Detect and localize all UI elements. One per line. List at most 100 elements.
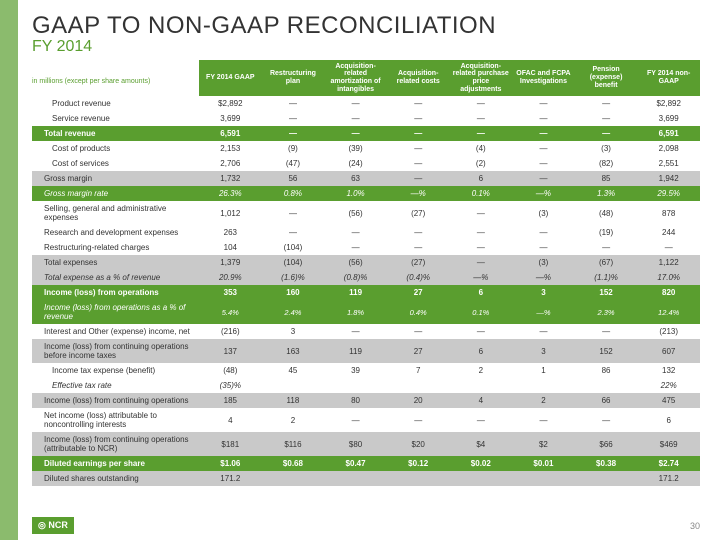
cell: — [324,111,387,126]
cell: 2 [512,393,575,408]
cell: 63 [324,171,387,186]
cell: (1.1)% [575,270,638,285]
cell: 1,012 [199,201,262,225]
row-label: Net income (loss) attributable to noncon… [32,408,199,432]
cell: — [262,201,325,225]
cell: — [575,96,638,111]
cell: (2) [450,156,513,171]
cell: 2.3% [575,300,638,324]
cell: — [387,171,450,186]
cell: (27) [387,255,450,270]
cell: (56) [324,255,387,270]
cell: — [637,240,700,255]
cell: 1,122 [637,255,700,270]
row-label: Restructuring-related charges [32,240,199,255]
row-label: Research and development expenses [32,225,199,240]
cell: (19) [575,225,638,240]
table-row: Income (loss) from operations35316011927… [32,285,700,300]
cell: 6 [637,408,700,432]
cell: 1.0% [324,186,387,201]
cell: $2.74 [637,456,700,471]
cell: 2,706 [199,156,262,171]
left-accent-bar [0,0,18,540]
cell: (67) [575,255,638,270]
cell: 3 [262,324,325,339]
cell: 163 [262,339,325,363]
cell [387,378,450,393]
cell: 119 [324,285,387,300]
cell: $116 [262,432,325,456]
cell [512,378,575,393]
cell: — [387,408,450,432]
cell: 244 [637,225,700,240]
cell: (48) [199,363,262,378]
cell: 878 [637,201,700,225]
cell: (82) [575,156,638,171]
cell: 7 [387,363,450,378]
cell: — [387,126,450,141]
cell: — [450,111,513,126]
cell: $2 [512,432,575,456]
cell: 104 [199,240,262,255]
cell: 20.9% [199,270,262,285]
cell [324,378,387,393]
cell: $0.68 [262,456,325,471]
cell [575,378,638,393]
cell: —% [512,300,575,324]
cell: 353 [199,285,262,300]
cell: — [450,240,513,255]
cell: — [262,111,325,126]
cell: — [262,126,325,141]
cell: 3,699 [637,111,700,126]
cell: 118 [262,393,325,408]
row-label: Gross margin rate [32,186,199,201]
cell: — [512,324,575,339]
cell: — [450,96,513,111]
cell: 1 [512,363,575,378]
cell: — [512,141,575,156]
table-row: Cost of products2,153(9)(39)—(4)—(3)2,09… [32,141,700,156]
subtitle: FY 2014 [32,38,700,56]
row-label: Income (loss) from operations [32,285,199,300]
cell [324,471,387,486]
cell: — [450,255,513,270]
cell: — [450,324,513,339]
cell: 820 [637,285,700,300]
table-row: Income tax expense (benefit)(48)45397218… [32,363,700,378]
row-label: Gross margin [32,171,199,186]
row-label: Selling, general and administrative expe… [32,201,199,225]
cell: 132 [637,363,700,378]
cell [262,378,325,393]
row-label: Income (loss) from continuing operations… [32,432,199,456]
cell: —% [512,186,575,201]
cell: 1,732 [199,171,262,186]
cell: (216) [199,324,262,339]
cell: 607 [637,339,700,363]
row-label: Interest and Other (expense) income, net [32,324,199,339]
table-row: Gross margin1,7325663—6—851,942 [32,171,700,186]
table-row: Income (loss) from continuing operations… [32,393,700,408]
cell: $0.47 [324,456,387,471]
cell: 29.5% [637,186,700,201]
row-label: Income (loss) from continuing operations… [32,339,199,363]
cell: — [575,111,638,126]
ncr-logo: ◎ NCR [32,517,74,534]
cell: 2.4% [262,300,325,324]
cell: (48) [575,201,638,225]
cell: (1.6)% [262,270,325,285]
row-label: Cost of products [32,141,199,156]
cell: 6,591 [199,126,262,141]
cell: $0.38 [575,456,638,471]
cell: — [512,225,575,240]
table-row: Total expense as a % of revenue20.9%(1.6… [32,270,700,285]
cell: 1,379 [199,255,262,270]
cell: (3) [575,141,638,156]
cell: — [575,240,638,255]
cell: 56 [262,171,325,186]
cell: $0.01 [512,456,575,471]
cell: 2 [450,363,513,378]
cell: 2 [262,408,325,432]
cell: — [324,408,387,432]
cell: 475 [637,393,700,408]
cell: — [575,408,638,432]
